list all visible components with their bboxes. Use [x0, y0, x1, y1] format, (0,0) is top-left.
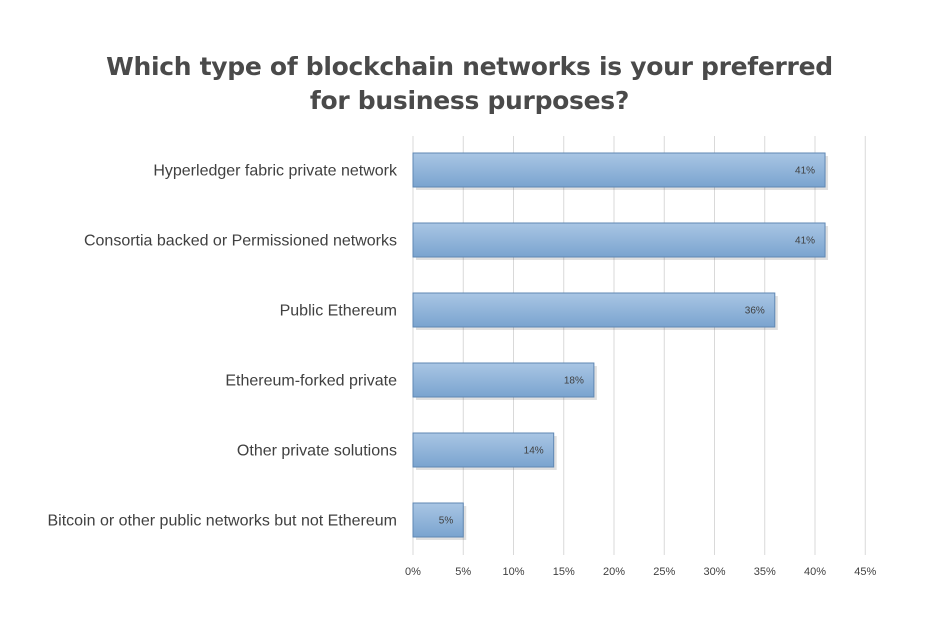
data-label: 5% [439, 516, 454, 527]
category-label: Bitcoin or other public networks but not… [47, 513, 397, 530]
bar [412, 222, 826, 258]
data-label: 41% [795, 236, 815, 247]
category-labels: Hyperledger fabric private network Consor… [47, 163, 398, 530]
x-tick-label: 40% [804, 566, 826, 578]
category-label: Consortia backed or Permissioned network… [84, 233, 397, 250]
chart-title-line: for business purposes? [309, 86, 630, 115]
category-label: Hyperledger fabric private network [153, 163, 398, 180]
data-label: 18% [564, 376, 584, 387]
chart-title-line: Which type of blockchain networks is you… [106, 52, 833, 81]
x-tick-label: 0% [405, 566, 421, 578]
x-tick-label: 30% [703, 566, 725, 578]
x-axis-tick-labels: 0% 5% 10% 15% 20% 25% 30% 35% 40% 45% [405, 566, 876, 578]
x-tick-label: 5% [455, 566, 471, 578]
bars: 41% 41% 36% 18% 14% 5% [412, 152, 829, 540]
data-label: 36% [745, 306, 765, 317]
bar [412, 432, 555, 468]
x-tick-label: 25% [653, 566, 675, 578]
grid-lines [412, 136, 866, 555]
category-label: Other private solutions [237, 443, 397, 460]
chart-title: Which type of blockchain networks is you… [0, 50, 939, 118]
bar [412, 502, 464, 538]
x-tick-label: 35% [754, 566, 776, 578]
x-tick-label: 45% [854, 566, 876, 578]
bar [412, 152, 826, 188]
category-label: Ethereum-forked private [225, 373, 397, 390]
bar [412, 362, 595, 398]
x-tick-label: 10% [502, 566, 524, 578]
x-tick-label: 20% [603, 566, 625, 578]
data-label: 14% [524, 446, 544, 457]
category-label: Public Ethereum [280, 303, 397, 320]
bar [412, 292, 776, 328]
x-tick-label: 15% [553, 566, 575, 578]
data-label: 41% [795, 166, 815, 177]
